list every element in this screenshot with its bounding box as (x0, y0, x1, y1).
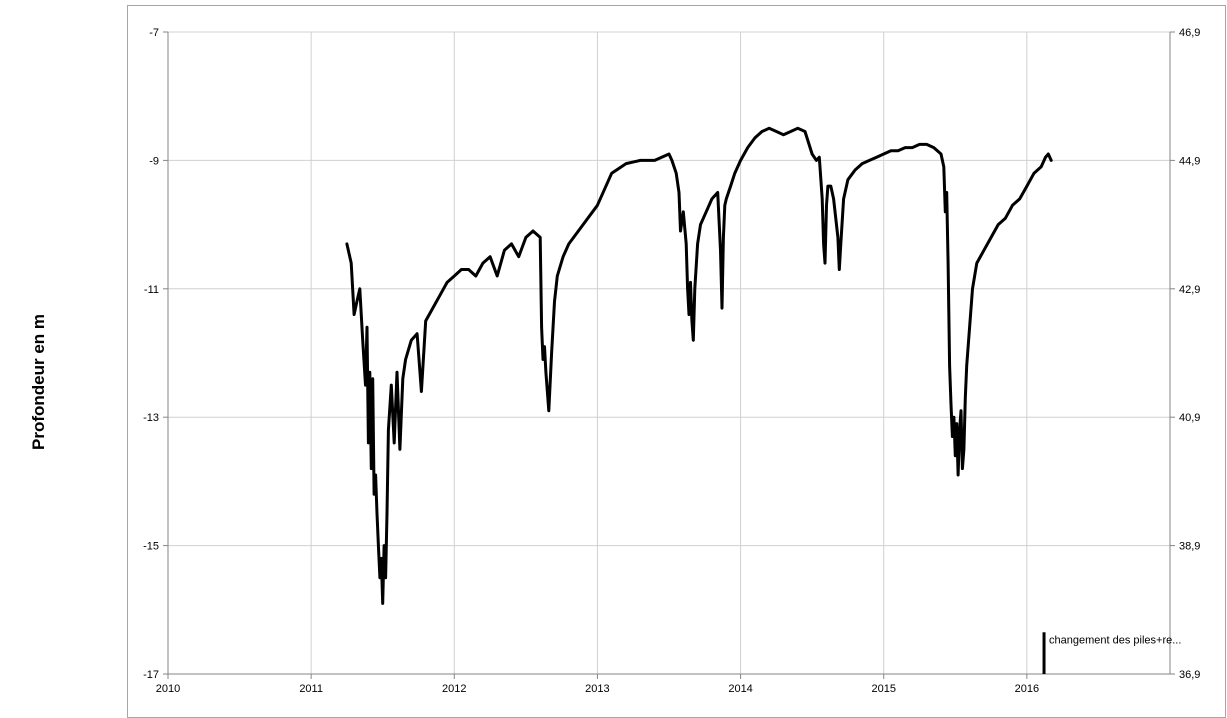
axes (167, 32, 1171, 675)
annotation-label: changement des piles+re... (1049, 634, 1181, 646)
y2-tick-label: 36,9 (1179, 669, 1200, 681)
annotations-group: changement des piles+re... (1042, 632, 1181, 674)
y2-tick-label: 40,9 (1179, 412, 1200, 424)
y-tick-label: -13 (143, 412, 159, 424)
x-tick-label: 2011 (299, 683, 323, 695)
series-group (345, 126, 1053, 605)
gridlines (168, 31, 1170, 675)
series-line (345, 126, 1053, 605)
x-tick-label: 2010 (156, 683, 180, 695)
x-tick-label: 2016 (1015, 683, 1039, 695)
x-tick-label: 2014 (728, 683, 752, 695)
x-tick-label: 2012 (442, 683, 466, 695)
x-tick-label: 2015 (871, 683, 895, 695)
y-tick-label: -15 (143, 541, 159, 553)
y2-tick-label: 46,9 (1179, 27, 1200, 39)
y-axis-ticks: -7 -9 -11 -13 -15 -17 (143, 27, 168, 681)
y-axis-label: Profondeur en m (29, 314, 48, 450)
secondary-y-axis-ticks: 46,9 44,9 42,9 40,9 38,9 36,9 (1170, 27, 1200, 681)
y-tick-label: -9 (149, 155, 159, 167)
x-tick-label: 2013 (585, 683, 609, 695)
y2-tick-label: 44,9 (1179, 155, 1200, 167)
x-axis-ticks: 2010 2011 2012 2013 2014 2015 2016 (156, 674, 1039, 695)
y-tick-label: -11 (144, 284, 159, 296)
y-tick-label: -17 (143, 669, 159, 681)
y2-tick-label: 42,9 (1179, 284, 1200, 296)
y2-tick-label: 38,9 (1179, 541, 1200, 553)
y-tick-label: -7 (149, 27, 159, 39)
